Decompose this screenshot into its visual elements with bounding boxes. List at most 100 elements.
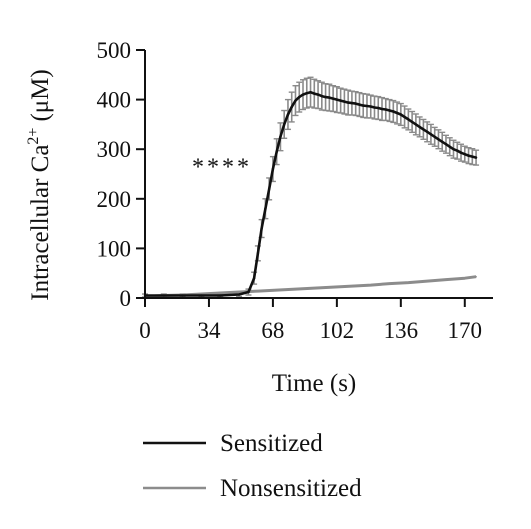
data-point	[369, 105, 372, 108]
data-point	[200, 294, 203, 297]
x-tick-label: 34	[197, 318, 221, 343]
data-point	[346, 101, 350, 104]
data-point	[298, 95, 301, 99]
series-sensitized	[142, 76, 480, 298]
data-point	[358, 103, 361, 106]
series-nonsensitized	[144, 275, 477, 298]
y-axis-label-unit: (μM)	[27, 69, 54, 121]
data-point	[410, 120, 414, 124]
data-point	[373, 106, 376, 109]
data-point	[380, 107, 384, 111]
data-point	[324, 95, 327, 99]
x-tick-label: 0	[139, 318, 151, 343]
x-ticks: 0 34 68 102 136 170	[139, 298, 482, 343]
y-tick-label: 0	[120, 286, 132, 311]
data-point	[362, 104, 365, 107]
data-point	[252, 276, 256, 280]
data-point	[328, 96, 331, 99]
data-point	[414, 123, 418, 126]
data-point	[237, 293, 241, 296]
data-point	[403, 115, 406, 119]
data-point	[331, 97, 335, 100]
data-point	[256, 252, 260, 255]
data-point	[388, 109, 391, 112]
data-point	[384, 108, 387, 111]
data-point	[388, 282, 391, 285]
data-point	[257, 290, 259, 292]
data-point	[275, 289, 278, 291]
data-point	[260, 227, 263, 230]
data-point	[463, 277, 466, 279]
data-point	[290, 105, 293, 109]
y-tick-label: 500	[97, 38, 132, 63]
data-point	[316, 93, 320, 96]
data-point	[399, 113, 403, 116]
data-point	[474, 156, 478, 159]
y-axis-label: Intracellular Ca2+ (μM)	[25, 69, 54, 301]
data-point	[309, 90, 312, 94]
data-point	[407, 281, 410, 284]
data-point	[350, 101, 354, 105]
data-point	[162, 294, 166, 297]
legend-label-nonsensitized: Nonsensitized	[220, 475, 362, 502]
data-point	[426, 280, 428, 282]
data-point	[445, 278, 447, 281]
axes	[144, 50, 493, 299]
data-point	[459, 151, 463, 154]
data-point	[354, 102, 357, 105]
data-point	[247, 290, 250, 294]
data-point	[264, 207, 267, 210]
y-ticks: 0 100 200 300 400 500	[97, 38, 145, 311]
data-point	[448, 145, 451, 148]
y-axis-label-superscript: 2+	[25, 128, 42, 145]
data-point	[313, 92, 316, 95]
data-point	[343, 100, 346, 103]
x-tick-label: 68	[261, 318, 284, 343]
data-point	[377, 106, 380, 110]
data-point	[286, 113, 290, 116]
legend-label-sensitized: Sensitized	[220, 430, 323, 457]
data-point	[395, 111, 399, 115]
data-point	[283, 123, 286, 126]
data-point	[463, 152, 466, 156]
data-point	[279, 135, 282, 138]
data-point	[471, 155, 474, 158]
x-tick-label: 136	[384, 318, 419, 343]
x-tick-label: 170	[448, 318, 483, 343]
data-point	[444, 143, 448, 146]
data-point	[267, 187, 271, 191]
series-line	[144, 275, 477, 298]
data-point	[181, 294, 184, 297]
data-point	[332, 286, 334, 288]
plot-area	[142, 76, 480, 298]
y-tick-label: 100	[97, 236, 132, 261]
y-tick-label: 400	[97, 88, 132, 113]
data-point	[294, 99, 297, 102]
data-point	[467, 154, 470, 157]
data-point	[369, 284, 372, 286]
data-point	[365, 104, 369, 108]
data-point	[294, 288, 297, 290]
y-axis-label-main: Intracellular Ca	[27, 145, 54, 301]
x-tick-label: 102	[320, 318, 355, 343]
data-point	[418, 125, 421, 129]
data-point	[407, 118, 410, 121]
data-point	[475, 275, 477, 278]
data-point	[452, 148, 455, 151]
y-tick-label: 300	[97, 137, 132, 162]
data-point	[271, 167, 275, 171]
y-tick-label: 200	[97, 187, 132, 212]
significance-annotation: ****	[192, 155, 252, 181]
data-point	[437, 138, 440, 141]
data-point	[433, 135, 436, 138]
data-point	[219, 294, 222, 297]
data-point	[301, 93, 305, 96]
data-point	[305, 91, 308, 95]
data-point	[335, 98, 339, 101]
data-point	[275, 150, 278, 153]
data-point	[351, 285, 353, 287]
legend: Sensitized Nonsensitized	[143, 430, 362, 502]
data-point	[456, 149, 459, 152]
x-axis-label: Time (s)	[272, 370, 357, 397]
